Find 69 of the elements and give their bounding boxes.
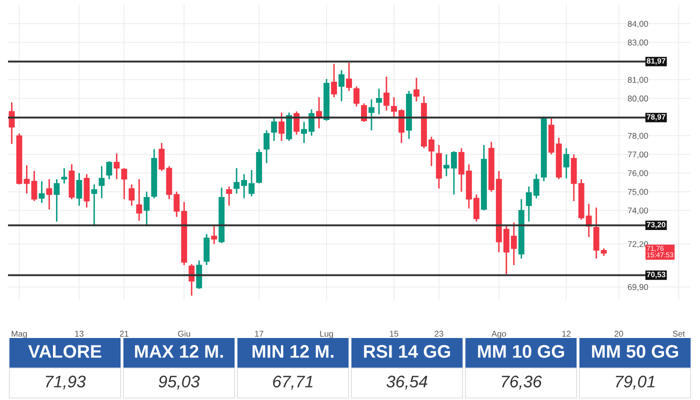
text: MM 10 GG [478, 345, 564, 358]
candlestick [338, 69, 344, 102]
candlestick [46, 178, 52, 210]
text: MAX 12 M. [135, 345, 223, 358]
candlestick [294, 110, 300, 136]
x-tick-label: 13 [75, 330, 84, 337]
y-tick-label: 75,00 [628, 188, 648, 196]
candlestick [106, 160, 112, 180]
text: 76,36 [502, 376, 542, 390]
y-tick-label: 81,00 [628, 76, 648, 84]
text: 71,93 [46, 376, 86, 390]
candlestick [24, 164, 30, 194]
candlestick [91, 184, 98, 227]
y-tick-label: 84,00 [628, 20, 648, 28]
candlestick [563, 148, 570, 179]
candlestick [188, 263, 195, 296]
x-tick-label: Mag [12, 330, 27, 338]
candlestick [54, 178, 60, 222]
text: VALORE [28, 345, 102, 358]
text: 95,03 [158, 376, 200, 390]
y-tick-label: 80,00 [628, 96, 648, 102]
y-tick-label: 74,00 [628, 208, 648, 214]
x-tick-label: 17 [255, 330, 264, 337]
x-tick-label: Set [672, 330, 685, 337]
candlestick [413, 77, 420, 102]
candlestick [226, 186, 232, 206]
text: 36,54 [386, 376, 428, 390]
candlestick [136, 178, 142, 222]
candlestick [121, 167, 128, 200]
text: RSI 14 GG [364, 345, 450, 358]
x-tick-label: Ago [491, 330, 506, 338]
candlestick [84, 173, 90, 208]
candlestick [128, 184, 135, 206]
x-tick-label: 12 [562, 330, 571, 337]
candlestick [331, 63, 337, 98]
candlestick [278, 112, 285, 142]
candlestick [144, 191, 150, 227]
candlestick [286, 112, 292, 142]
candlestick [98, 165, 105, 199]
text: MM 50 GG [592, 345, 678, 358]
candlestick [114, 152, 120, 180]
x-tick-label: 23 [434, 330, 444, 337]
y-tick-label: 77,00 [628, 152, 648, 158]
candlestick [38, 180, 45, 204]
candlestick [354, 86, 360, 108]
candlestick [384, 76, 390, 112]
text: MIN 12 M. [252, 345, 334, 358]
x-tick-label: 15 [390, 330, 398, 337]
text: 67,71 [273, 376, 312, 390]
x-tick-label: 20 [614, 330, 624, 337]
candlestick [271, 116, 278, 142]
candlestick [211, 226, 218, 245]
y-tick-label: 78,00 [628, 132, 648, 140]
y-tick-label: 83,00 [628, 40, 648, 46]
text: 79,01 [616, 376, 654, 390]
candlestick [31, 170, 38, 202]
x-tick-label: 21 [120, 330, 128, 337]
candlestick [196, 260, 202, 290]
x-tick-label: Giu [178, 330, 190, 337]
y-tick-label: 69,90 [628, 284, 648, 292]
x-tick-label: Lug [320, 330, 333, 338]
candlestick [204, 233, 210, 266]
candlestick [76, 172, 82, 206]
candlestick [264, 130, 270, 164]
y-tick-label: 76,00 [628, 170, 648, 178]
candlestick [346, 62, 352, 92]
candlestick [61, 167, 68, 184]
candlestick [376, 88, 382, 116]
candlestick [368, 98, 374, 131]
